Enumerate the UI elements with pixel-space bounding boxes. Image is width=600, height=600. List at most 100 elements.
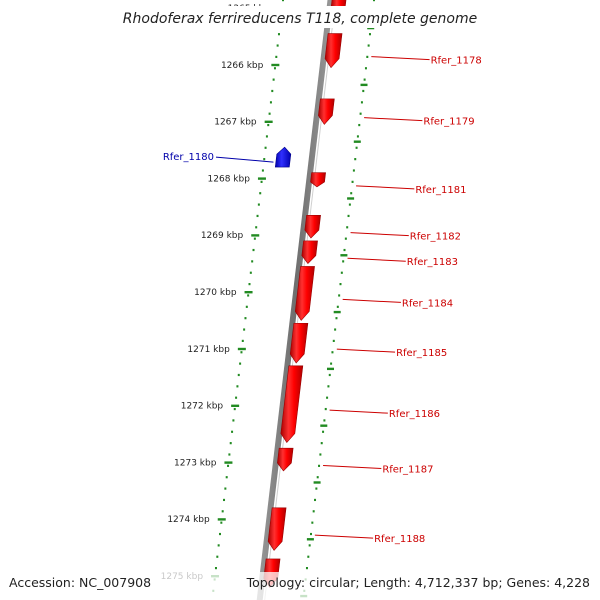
track-tick <box>340 254 348 257</box>
ruler-dot <box>244 317 247 320</box>
track-tick <box>333 310 341 314</box>
ruler-dot <box>271 89 274 93</box>
gene-labels: Rfer_1178 Rfer_1179 Rfer_1180 Rfer_1181 Rfer… <box>163 56 482 546</box>
kbp-label: 1269 kbp <box>201 231 244 241</box>
kbp-tick <box>224 461 233 464</box>
track-dot <box>356 135 359 138</box>
ruler-dot <box>256 214 259 218</box>
gene-leader-line <box>342 298 401 303</box>
track-tick <box>320 424 328 427</box>
track-dot <box>351 180 354 183</box>
ruler-dot <box>265 135 268 138</box>
gene-label[interactable]: Rfer_1188 <box>374 534 425 545</box>
ruler-dot <box>264 146 267 149</box>
forward-gene-arrow[interactable] <box>267 507 287 551</box>
gene-leader-line <box>350 232 409 237</box>
track-dot <box>309 532 312 536</box>
kbp-tick <box>217 518 226 521</box>
track-dot <box>336 305 339 308</box>
gene-label[interactable]: Rfer_1184 <box>402 298 453 309</box>
track-dot <box>346 226 349 229</box>
forward-gene-arrow[interactable] <box>318 98 335 125</box>
kbp-label: 1270 kbp <box>194 288 237 298</box>
track-dot <box>326 396 329 399</box>
kbp-tick <box>251 234 260 237</box>
track-dot <box>327 385 330 388</box>
gene-track <box>263 0 347 588</box>
kbp-label: 1274 kbp <box>167 515 210 525</box>
ruler-dot <box>249 271 252 274</box>
track-dot <box>348 203 351 206</box>
ruler-dot <box>228 453 231 456</box>
gene-label[interactable]: Rfer_1187 <box>382 465 433 476</box>
ruler-dot <box>263 158 266 161</box>
ruler-dot <box>273 67 276 70</box>
kbp-label: 1268 kbp <box>208 174 251 184</box>
track-dot <box>334 328 337 331</box>
kbp-tick <box>237 347 246 351</box>
forward-gene-arrow[interactable] <box>304 215 321 239</box>
gene-label[interactable]: Rfer_1186 <box>389 409 440 420</box>
kbp-tick <box>264 120 273 123</box>
ruler-dot <box>248 283 251 286</box>
track-tick <box>347 197 355 200</box>
forward-gene-arrow[interactable] <box>301 240 318 265</box>
track-dot <box>355 146 358 149</box>
ruler-dot <box>239 362 242 365</box>
gene-label[interactable]: Rfer_1178 <box>431 56 482 67</box>
ruler-dot <box>225 476 228 479</box>
forward-gene-arrow[interactable] <box>280 365 304 444</box>
kbp-label: 1272 kbp <box>181 402 224 412</box>
backbone-line <box>256 0 334 600</box>
kbp-label: 1273 kbp <box>174 458 217 468</box>
track-dot <box>323 419 326 422</box>
ruler-dot <box>253 237 256 240</box>
forward-gene-arrow[interactable] <box>277 447 294 472</box>
track-dot <box>315 487 318 490</box>
gene-leader-line <box>215 156 274 163</box>
track-dot <box>311 521 314 524</box>
track-dot <box>319 453 322 456</box>
ruler-dot <box>216 555 219 558</box>
track-dot <box>340 271 343 274</box>
gene-label[interactable]: Rfer_1180 <box>163 152 214 163</box>
track-dot <box>331 351 334 354</box>
gene-label[interactable]: Rfer_1182 <box>410 232 461 243</box>
ruler-dot <box>218 532 221 536</box>
forward-gene-arrow[interactable] <box>310 172 326 188</box>
gene-leader-line <box>371 56 430 61</box>
gene-leader-line <box>347 257 406 262</box>
reverse-gene-arrow[interactable] <box>274 146 292 168</box>
ruler-dot <box>268 112 271 115</box>
track-dot <box>330 362 333 365</box>
track-dot <box>332 339 335 342</box>
track-tick <box>306 538 314 541</box>
track-dot <box>352 169 355 172</box>
forward-gene-arrow[interactable] <box>289 322 309 364</box>
track-dot <box>364 67 367 70</box>
gene-label[interactable]: Rfer_1181 <box>415 185 466 196</box>
kbp-tick <box>271 63 280 67</box>
ruler-dot <box>252 248 255 252</box>
footer-backdrop <box>0 572 600 600</box>
gene-label[interactable]: Rfer_1183 <box>407 257 458 268</box>
gene-leader-line <box>356 185 415 190</box>
gene-leader-line <box>329 409 388 414</box>
ruler-dot <box>237 373 240 377</box>
track-dot <box>339 283 342 286</box>
track-tick <box>313 481 321 484</box>
track-dot <box>320 442 323 445</box>
track-dot <box>305 567 308 570</box>
track-dot <box>318 464 321 467</box>
track-dot <box>342 260 345 263</box>
ruler-dot <box>276 44 279 47</box>
forward-gene-arrow[interactable] <box>324 33 343 69</box>
gene-label[interactable]: Rfer_1179 <box>423 117 474 128</box>
track-dot <box>314 498 317 502</box>
forward-gene-arrow[interactable] <box>294 266 315 321</box>
gene-label[interactable]: Rfer_1185 <box>396 348 447 359</box>
track-dot <box>360 101 363 104</box>
ruler-dot <box>267 123 270 127</box>
ruler-dot <box>233 407 236 411</box>
